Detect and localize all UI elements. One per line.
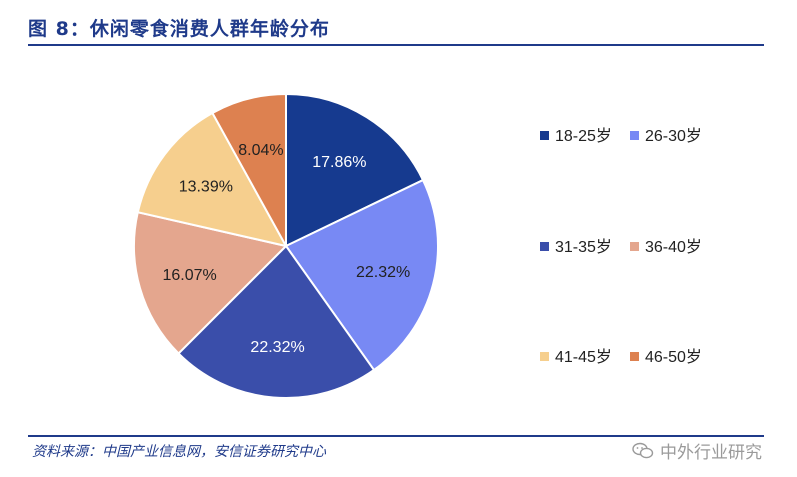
bottom-divider: [28, 435, 764, 437]
slice-label-18-25岁: 17.86%: [312, 154, 366, 171]
figure-title: 图 8：休闲零食消费人群年龄分布: [28, 18, 330, 40]
legend-swatch-41-45岁: [540, 352, 549, 361]
legend-label-31-35岁: 31-35岁: [555, 238, 612, 256]
pie-slice-46-50岁: [211, 92, 287, 247]
slice-label-46-50岁: 8.04%: [238, 142, 283, 159]
legend-label-46-50岁: 46-50岁: [645, 348, 702, 366]
legend-label-36-40岁: 36-40岁: [645, 238, 702, 256]
pie-slice-31-35岁: [177, 244, 376, 399]
legend-swatch-46-50岁: [630, 352, 639, 361]
top-divider: [28, 44, 764, 46]
slice-label-26-30岁: 22.32%: [356, 264, 410, 281]
pie-slice-36-40岁: [133, 210, 288, 355]
slice-label-31-35岁: 22.32%: [250, 339, 304, 356]
slice-label-36-40岁: 16.07%: [162, 267, 216, 284]
legend-swatch-36-40岁: [630, 242, 639, 251]
wechat-icon: [632, 442, 654, 458]
legend-swatch-31-35岁: [540, 242, 549, 251]
legend-label-18-25岁: 18-25岁: [555, 127, 612, 145]
pie-slice-26-30岁: [284, 178, 439, 372]
legend-label-26-30岁: 26-30岁: [645, 127, 702, 145]
pie-slice-18-25岁: [285, 92, 425, 248]
legend-label-41-45岁: 41-45岁: [555, 348, 612, 366]
legend-swatch-18-25岁: [540, 131, 549, 140]
slice-label-41-45岁: 13.39%: [179, 179, 233, 196]
watermark: 中外行业研究: [632, 438, 762, 463]
source-note: 资料来源：中国产业信息网，安信证券研究中心: [32, 444, 326, 460]
pie-slice-41-45岁: [136, 111, 288, 248]
watermark-text: 中外行业研究: [660, 443, 762, 463]
legend-swatch-26-30岁: [630, 131, 639, 140]
